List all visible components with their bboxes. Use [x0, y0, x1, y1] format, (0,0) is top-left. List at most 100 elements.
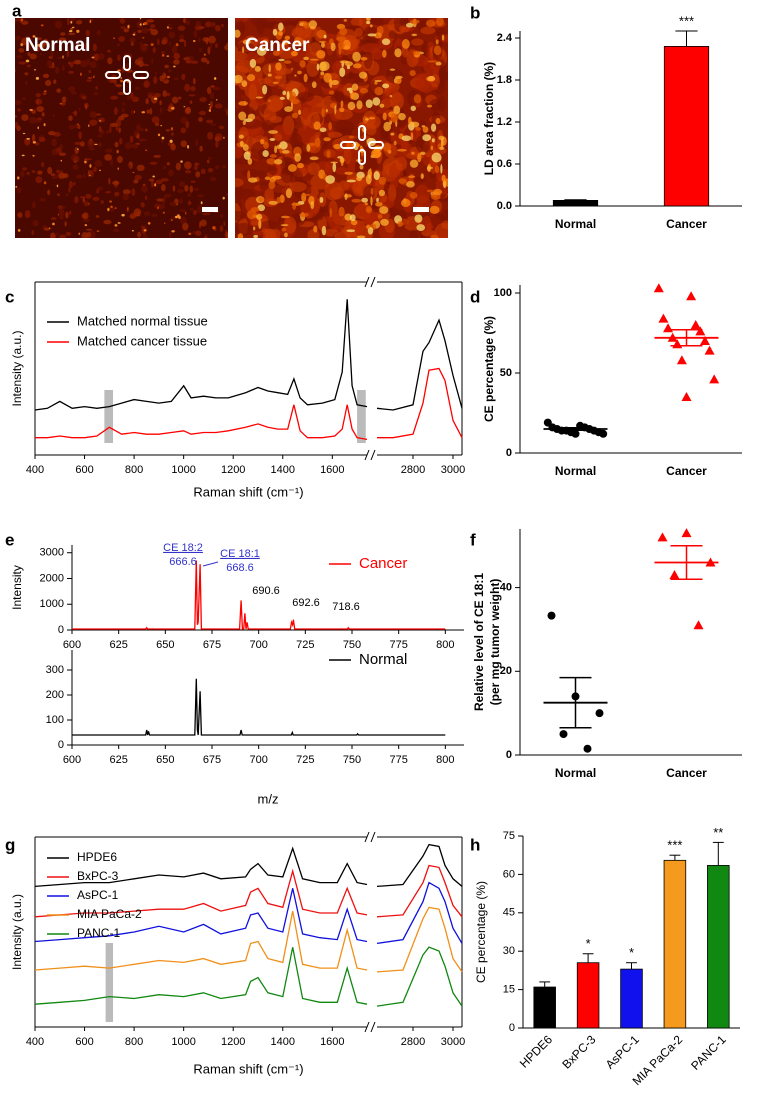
texture: [374, 32, 382, 39]
texture: [50, 217, 57, 220]
texture: [207, 46, 211, 55]
image-label: Normal: [25, 35, 90, 56]
texture: [270, 229, 281, 238]
series-line: [34, 843, 463, 888]
texture: [21, 114, 29, 121]
texture: [198, 110, 207, 116]
texture: [105, 130, 111, 134]
image-overlays: Normal Cancer: [25, 35, 429, 212]
texture: [187, 192, 192, 197]
texture: [359, 87, 369, 94]
texture: [414, 214, 423, 223]
texture: [109, 200, 113, 203]
point: [686, 291, 697, 301]
texture: [76, 29, 80, 33]
texture: [59, 215, 64, 220]
texture: [236, 42, 255, 51]
texture: [225, 229, 228, 236]
texture: [420, 151, 426, 156]
texture: [274, 158, 283, 165]
texture: [70, 27, 73, 30]
x-tick-label: 650: [156, 639, 174, 651]
texture: [93, 53, 100, 61]
texture: [178, 96, 182, 100]
texture: [247, 170, 251, 181]
texture: [214, 165, 220, 170]
texture: [316, 63, 320, 71]
texture: [134, 174, 142, 180]
panel-label: a: [12, 1, 22, 20]
texture: [431, 138, 435, 143]
texture: [358, 71, 368, 79]
texture: [235, 223, 254, 236]
texture: [289, 181, 307, 192]
texture: [61, 65, 65, 72]
texture: [184, 83, 191, 92]
texture: [268, 165, 278, 176]
x-tick-label: 3000: [441, 1036, 465, 1048]
texture: [328, 90, 335, 95]
texture: [198, 117, 203, 122]
texture: [208, 109, 212, 112]
texture: [24, 210, 31, 219]
texture: [180, 116, 188, 124]
texture: [188, 94, 196, 97]
texture: [151, 58, 154, 64]
y-tick-label: 0: [58, 624, 64, 636]
series-line: [72, 678, 446, 736]
texture: [198, 47, 202, 53]
texture: [421, 40, 429, 55]
texture: [328, 212, 342, 230]
texture: [35, 142, 40, 146]
texture: [122, 193, 129, 201]
legend-label: Matched cancer tissue: [77, 333, 207, 348]
texture: [223, 136, 225, 140]
texture: [307, 162, 320, 176]
x-tick-label: 1400: [271, 464, 295, 476]
point: [583, 744, 592, 753]
texture: [197, 194, 205, 198]
texture: [393, 105, 401, 115]
texture: [68, 186, 71, 193]
texture: [142, 63, 149, 67]
texture: [136, 135, 139, 139]
texture: [64, 221, 67, 227]
texture: [303, 73, 308, 83]
texture: [181, 73, 186, 81]
axis-break: [370, 831, 376, 843]
texture: [73, 110, 78, 117]
texture: [58, 37, 67, 42]
texture: [82, 197, 86, 203]
texture: [161, 51, 165, 54]
texture: [43, 123, 46, 127]
panel-label: c: [5, 287, 14, 306]
y-tick-label: 40: [500, 581, 512, 593]
x-tick-label: 600: [75, 464, 93, 476]
texture: [427, 166, 434, 170]
texture: [293, 36, 301, 46]
texture: [25, 59, 30, 63]
cancer-image: [235, 18, 448, 238]
texture: [377, 214, 383, 219]
axis-break: [364, 449, 370, 461]
point: [695, 326, 706, 336]
texture: [219, 214, 224, 218]
peak-label: 692.6: [292, 597, 320, 609]
y-tick-label: 0: [506, 447, 512, 459]
texture: [225, 193, 228, 197]
texture: [144, 195, 148, 201]
texture: [169, 139, 173, 143]
texture: [222, 196, 225, 200]
texture: [209, 42, 213, 49]
texture: [58, 152, 67, 156]
texture: [156, 198, 164, 202]
texture: [329, 208, 332, 218]
texture: [339, 27, 348, 36]
texture: [120, 77, 123, 79]
texture: [346, 179, 356, 183]
texture: [137, 29, 142, 33]
texture: [329, 186, 345, 200]
texture: [314, 137, 321, 148]
texture: [16, 55, 23, 59]
